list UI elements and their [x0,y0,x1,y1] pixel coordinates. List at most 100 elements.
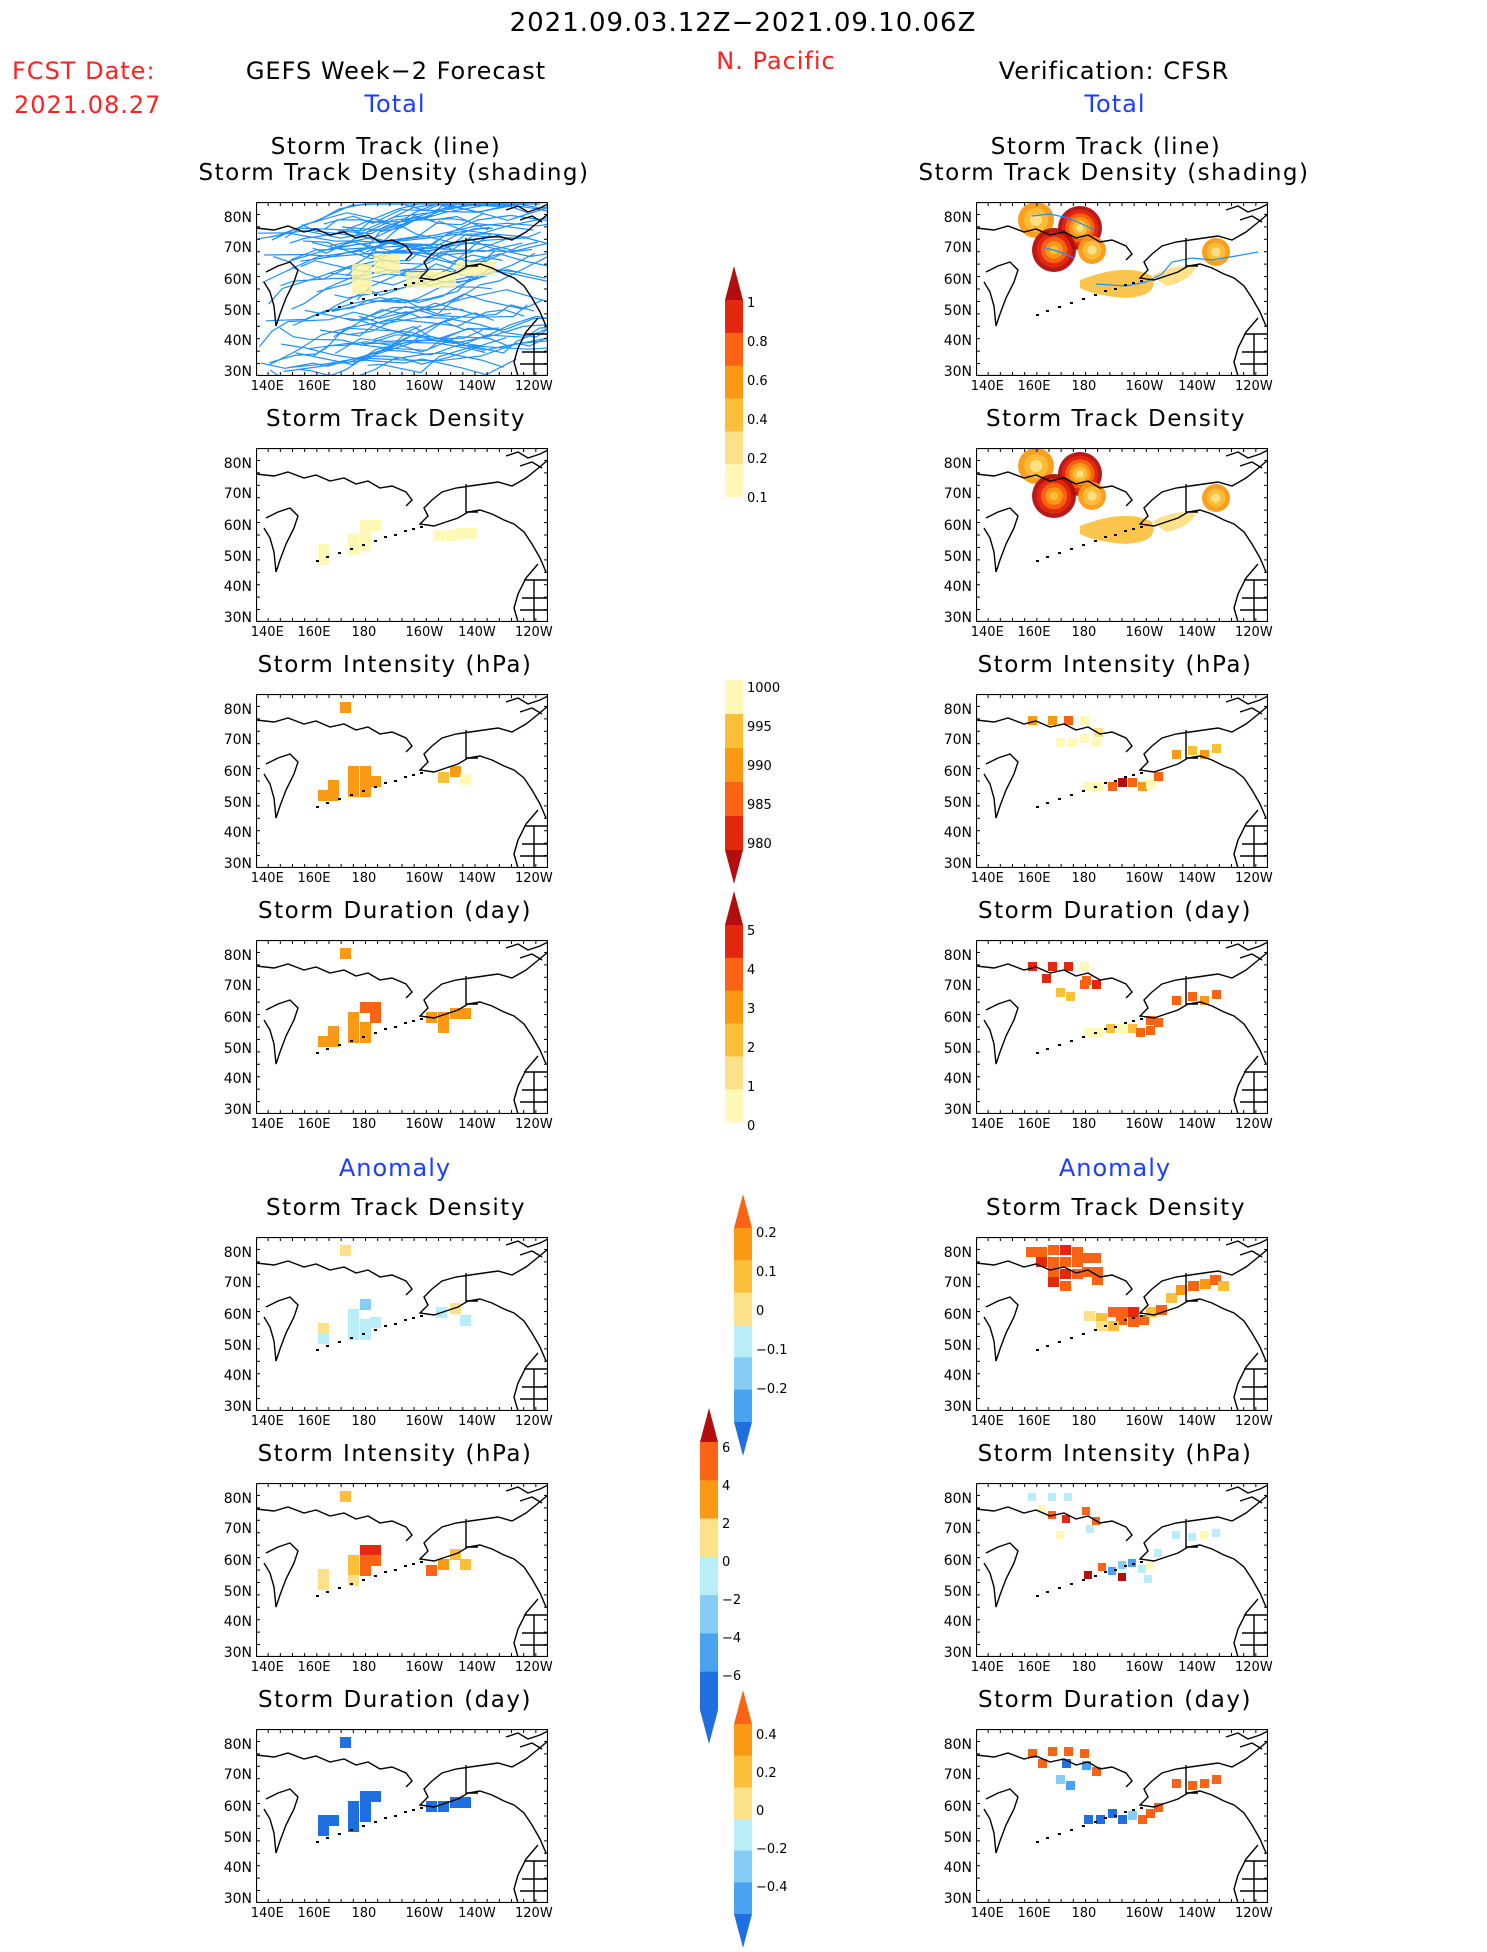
lat-tick-label: 80N [943,209,972,226]
lat-tick-label: 70N [223,978,252,995]
lat-tick-label: 60N [943,272,972,289]
map-panel-r6 [976,1483,1268,1657]
lon-tick-label: 140W [458,1117,496,1132]
lon-tick-label: 160E [297,625,331,640]
lat-tick-label: 50N [223,1829,252,1846]
left-column-title: GEFS Week−2 Forecast [245,57,547,85]
title-l4: Storm Duration (day) [258,898,532,924]
colorbar-tick-label: −0.1 [756,1343,788,1358]
lat-tick-label: 70N [223,1521,252,1538]
colorbar-tick-label: −0.2 [756,1382,788,1397]
lon-tick-label: 140E [970,1906,1004,1921]
lon-tick-label: 160W [1125,625,1164,640]
lat-tick-label: 70N [943,732,972,749]
lat-tick-label: 40N [943,579,972,596]
fcst-date-value: 2021.08.27 [14,91,162,119]
lon-tick-label: 140W [458,625,496,640]
left-total-label: Total [364,90,426,118]
lon-tick-label: 120W [515,1906,553,1921]
title-r2: Storm Track Density [986,406,1246,432]
lat-tick-label: 40N [943,825,972,842]
lat-tick-label: 30N [223,609,252,626]
lon-tick-label: 160E [297,1660,331,1675]
lat-tick-label: 40N [223,1614,252,1631]
lat-tick-label: 50N [223,302,252,319]
title-r6: Storm Intensity (hPa) [977,1441,1253,1467]
lat-tick-label: 50N [943,302,972,319]
map-panel-l5 [256,1237,548,1411]
lat-tick-label: 30N [943,1890,972,1907]
title-r5: Storm Track Density [986,1195,1246,1221]
lon-tick-label: 160W [405,1117,444,1132]
lon-tick-label: 160E [1017,1414,1051,1429]
lon-tick-label: 180 [351,871,377,886]
lat-tick-label: 30N [223,1101,252,1118]
colorbar-tick-label: 0.8 [747,335,768,350]
lat-tick-label: 40N [943,333,972,350]
lon-tick-label: 180 [1071,625,1097,640]
lat-tick-label: 30N [943,1101,972,1118]
lon-tick-label: 180 [1071,1660,1097,1675]
lon-tick-label: 160E [1017,1660,1051,1675]
colorbar-tick-label: 0 [756,1804,765,1819]
map-panel-r4 [976,940,1268,1114]
lon-tick-label: 120W [1235,1414,1273,1429]
lon-tick-label: 120W [515,379,553,394]
title-r1b: Storm Track Density (shading) [918,160,1310,186]
lon-tick-label: 140W [458,1906,496,1921]
map-canvas [256,448,548,622]
lat-tick-label: 50N [943,1829,972,1846]
colorbar-density-anomaly [732,1194,754,1460]
title-r1a: Storm Track (line) [990,134,1222,160]
lon-tick-label: 120W [1235,1660,1273,1675]
lat-tick-label: 80N [223,947,252,964]
title-r4: Storm Duration (day) [978,898,1252,924]
lon-tick-label: 140E [250,625,284,640]
lat-tick-label: 60N [223,1010,252,1027]
lon-tick-label: 120W [1235,379,1273,394]
lat-tick-label: 70N [223,732,252,749]
lon-tick-label: 140E [970,625,1004,640]
map-panel-l2 [256,448,548,622]
lat-tick-label: 80N [223,701,252,718]
lat-tick-label: 60N [943,1799,972,1816]
map-canvas [256,1237,548,1411]
lon-tick-label: 160W [1125,1414,1164,1429]
lat-tick-label: 30N [223,1398,252,1415]
colorbar-tick-label: 0.6 [747,374,768,389]
lon-tick-label: 120W [515,1414,553,1429]
colorbar-intensity-anomaly [698,1408,720,1748]
lat-tick-label: 40N [223,579,252,596]
map-panel-r5 [976,1237,1268,1411]
lat-tick-label: 70N [223,1767,252,1784]
lat-tick-label: 80N [943,455,972,472]
colorbar-tick-label: 1000 [747,681,781,696]
lat-tick-label: 50N [943,548,972,565]
lat-tick-label: 70N [943,1521,972,1538]
lat-tick-label: 30N [223,363,252,380]
map-panel-l3 [256,694,548,868]
lon-tick-label: 180 [351,1117,377,1132]
title-l3: Storm Intensity (hPa) [257,652,533,678]
lat-tick-label: 30N [943,1644,972,1661]
lon-tick-label: 160W [405,1414,444,1429]
colorbar-tick-label: 5 [747,924,756,939]
lat-tick-label: 50N [943,794,972,811]
colorbar-tick-label: 1 [747,296,756,311]
lon-tick-label: 180 [1071,1414,1097,1429]
colorbar-canvas [734,1194,752,1456]
lat-tick-label: 50N [223,794,252,811]
lon-tick-label: 160E [297,1414,331,1429]
colorbar-tick-label: 0 [756,1304,765,1319]
lat-tick-label: 50N [223,1040,252,1057]
lat-tick-label: 80N [223,1244,252,1261]
lat-tick-label: 40N [223,1860,252,1877]
colorbar-tick-label: 6 [722,1441,731,1456]
map-canvas [976,202,1268,376]
lat-tick-label: 60N [943,1307,972,1324]
colorbar-duration-anomaly [732,1690,754,1952]
lon-tick-label: 140W [458,871,496,886]
colorbar-tick-label: 980 [747,837,772,852]
lon-tick-label: 120W [1235,1117,1273,1132]
lat-tick-label: 80N [943,701,972,718]
